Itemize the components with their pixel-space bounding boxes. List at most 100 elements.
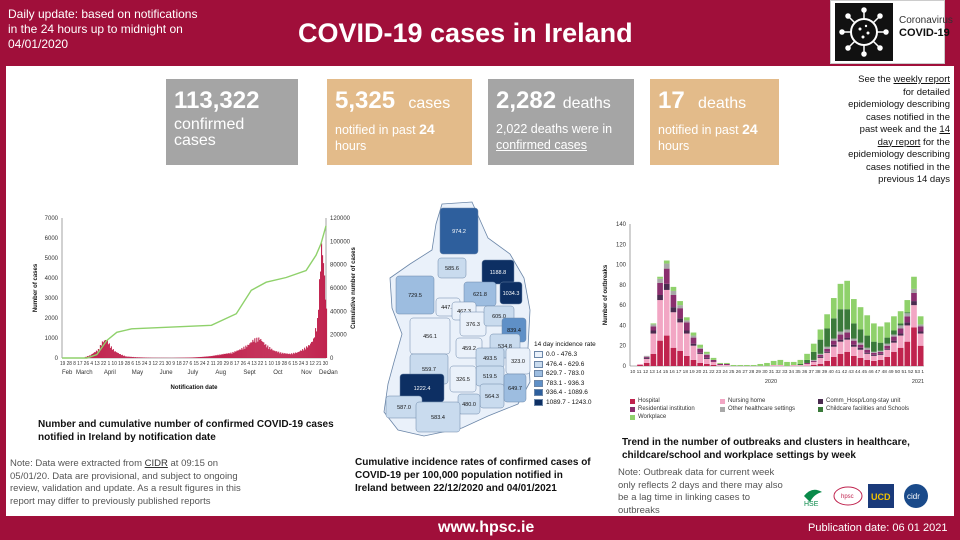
new-deaths-sub-post: hours	[658, 139, 690, 153]
ob-bar-segment	[663, 260, 670, 264]
county-region: 323.0	[505, 347, 531, 375]
epi-daily-bar	[214, 355, 216, 358]
county-region: 974.2	[439, 207, 479, 255]
outbreaks-legend: Hospital Nursing home Comm_Hosp/Long-stay …	[630, 398, 930, 420]
new-deaths-card: 17 deaths notified in past 24 hours	[650, 79, 779, 165]
epi-daily-bar	[256, 337, 258, 358]
epi-daily-bar	[298, 351, 300, 358]
county-region: 519.5	[475, 365, 505, 387]
ob-bar-segment	[710, 357, 717, 360]
ob-bar-segment	[857, 307, 864, 330]
county-shape	[503, 373, 527, 403]
ob-bar-segment	[824, 351, 830, 353]
ob-bar-segment	[911, 276, 917, 289]
ob-bar-segment	[804, 363, 810, 366]
cidr-link[interactable]: CIDR	[144, 458, 168, 469]
epi-daily-bar	[305, 349, 307, 358]
ob-bar-segment	[710, 364, 717, 366]
epi-daily-bar	[273, 350, 275, 358]
ob-bar-segment	[911, 301, 917, 306]
weekly-report-link[interactable]: weekly report	[893, 74, 951, 85]
epi-daily-bar	[280, 352, 282, 358]
epi-daily-bar	[111, 349, 113, 358]
ob-y-label: Number of outbreaks	[603, 264, 609, 325]
epi-daily-bar	[230, 352, 232, 358]
ob-bar-segment	[877, 350, 884, 352]
map-legend-label: 476.4 - 629.6	[546, 360, 585, 368]
county-shape	[499, 281, 523, 305]
ob-bar-segment	[804, 353, 810, 360]
ob-bar-segment	[717, 362, 724, 364]
website-link[interactable]: www.hpsc.ie	[438, 519, 535, 536]
epi-daily-bar	[270, 349, 272, 358]
ob-bar-segment	[770, 364, 777, 366]
epi-daily-bar	[201, 356, 203, 358]
coronavirus-logo: Coronavirus COVID-19	[830, 0, 953, 64]
ob-bar-segment	[797, 364, 804, 366]
epi-daily-bar	[306, 346, 308, 358]
deaths-unit: deaths	[562, 95, 611, 112]
ob-bar-segment	[891, 336, 897, 341]
ob-bar-segment	[877, 351, 884, 354]
ob-bar-segment	[844, 332, 850, 338]
daily-update-text: Daily update: based on notifications in …	[8, 7, 198, 51]
epi-daily-bar	[98, 349, 100, 358]
map-legend-label: 1089.7 - 1243.0	[546, 398, 592, 406]
epi-daily-bar	[99, 345, 101, 358]
ob-bar-segment	[697, 352, 703, 354]
ob-bar-segment	[790, 361, 797, 365]
ob-bar-segment	[911, 327, 917, 366]
ob-bar-segment	[844, 280, 850, 310]
epi-daily-bar	[227, 353, 229, 358]
ob-bar-segment	[897, 311, 904, 324]
epi-daily-bar	[296, 352, 298, 358]
ob-bar-segment	[917, 331, 924, 334]
ob-y-tick: 0	[623, 364, 627, 370]
ob-bar-segment	[697, 362, 703, 366]
epi-y-tick: 6000	[45, 236, 59, 242]
fourteen-day-report-link[interactable]: 14 day report	[877, 124, 950, 148]
ob-bar-segment	[663, 335, 670, 366]
ob-bar-segment	[657, 340, 663, 366]
epi-daily-bar	[225, 353, 227, 358]
ob-bar-segment	[650, 330, 657, 334]
ob-bar-segment	[697, 347, 703, 349]
county-shape	[449, 365, 477, 393]
county-region: 585.6	[437, 257, 467, 279]
ob-bar-segment	[851, 355, 857, 366]
ob-y-tick: 120	[616, 242, 627, 248]
ob-bar-segment	[657, 295, 663, 301]
ob-bar-segment	[837, 283, 844, 310]
hse-logo-text: HSE	[804, 501, 819, 508]
epi-y2-tick: 40000	[330, 309, 347, 315]
epi-daily-bar	[117, 353, 119, 358]
epi-daily-bar	[108, 343, 110, 358]
ob-bar-segment	[637, 364, 643, 366]
epi-daily-bar	[237, 350, 239, 358]
epi-daily-bar	[196, 357, 198, 358]
epi-daily-bar	[275, 351, 277, 358]
epi-daily-bar	[229, 353, 231, 358]
county-rate-label: 519.5	[483, 374, 497, 380]
map-legend-item: 1089.7 - 1243.0	[534, 398, 604, 408]
epi-daily-bar	[198, 357, 200, 358]
ob-bar-segment	[857, 342, 864, 345]
epi-daily-bar	[115, 352, 117, 358]
county-shape	[481, 259, 515, 285]
county-shape	[415, 401, 461, 433]
epi-y-tick: 5000	[45, 256, 59, 262]
ob-bar-segment	[804, 362, 810, 364]
epi-daily-bar	[322, 255, 324, 358]
incidence-map: 974.2585.61188.81034.3729.5447.8621.8467…	[383, 201, 531, 437]
epi-daily-bar	[113, 351, 115, 358]
confirmed-cases-link[interactable]: confirmed cases	[496, 138, 588, 152]
epi-daily-bars	[82, 243, 328, 358]
ob-y-tick: 20	[619, 344, 626, 350]
ob-bar-segment	[884, 337, 891, 344]
cidr-logo-text: cidr	[907, 492, 920, 501]
ob-bar-segment	[717, 364, 724, 366]
ob-bar-segment	[891, 351, 897, 366]
county-rate-label: 1188.8	[490, 270, 506, 276]
epi-daily-bar	[271, 348, 273, 358]
deaths-card: 2,282 deaths 2,022 deaths were in confir…	[488, 79, 634, 165]
